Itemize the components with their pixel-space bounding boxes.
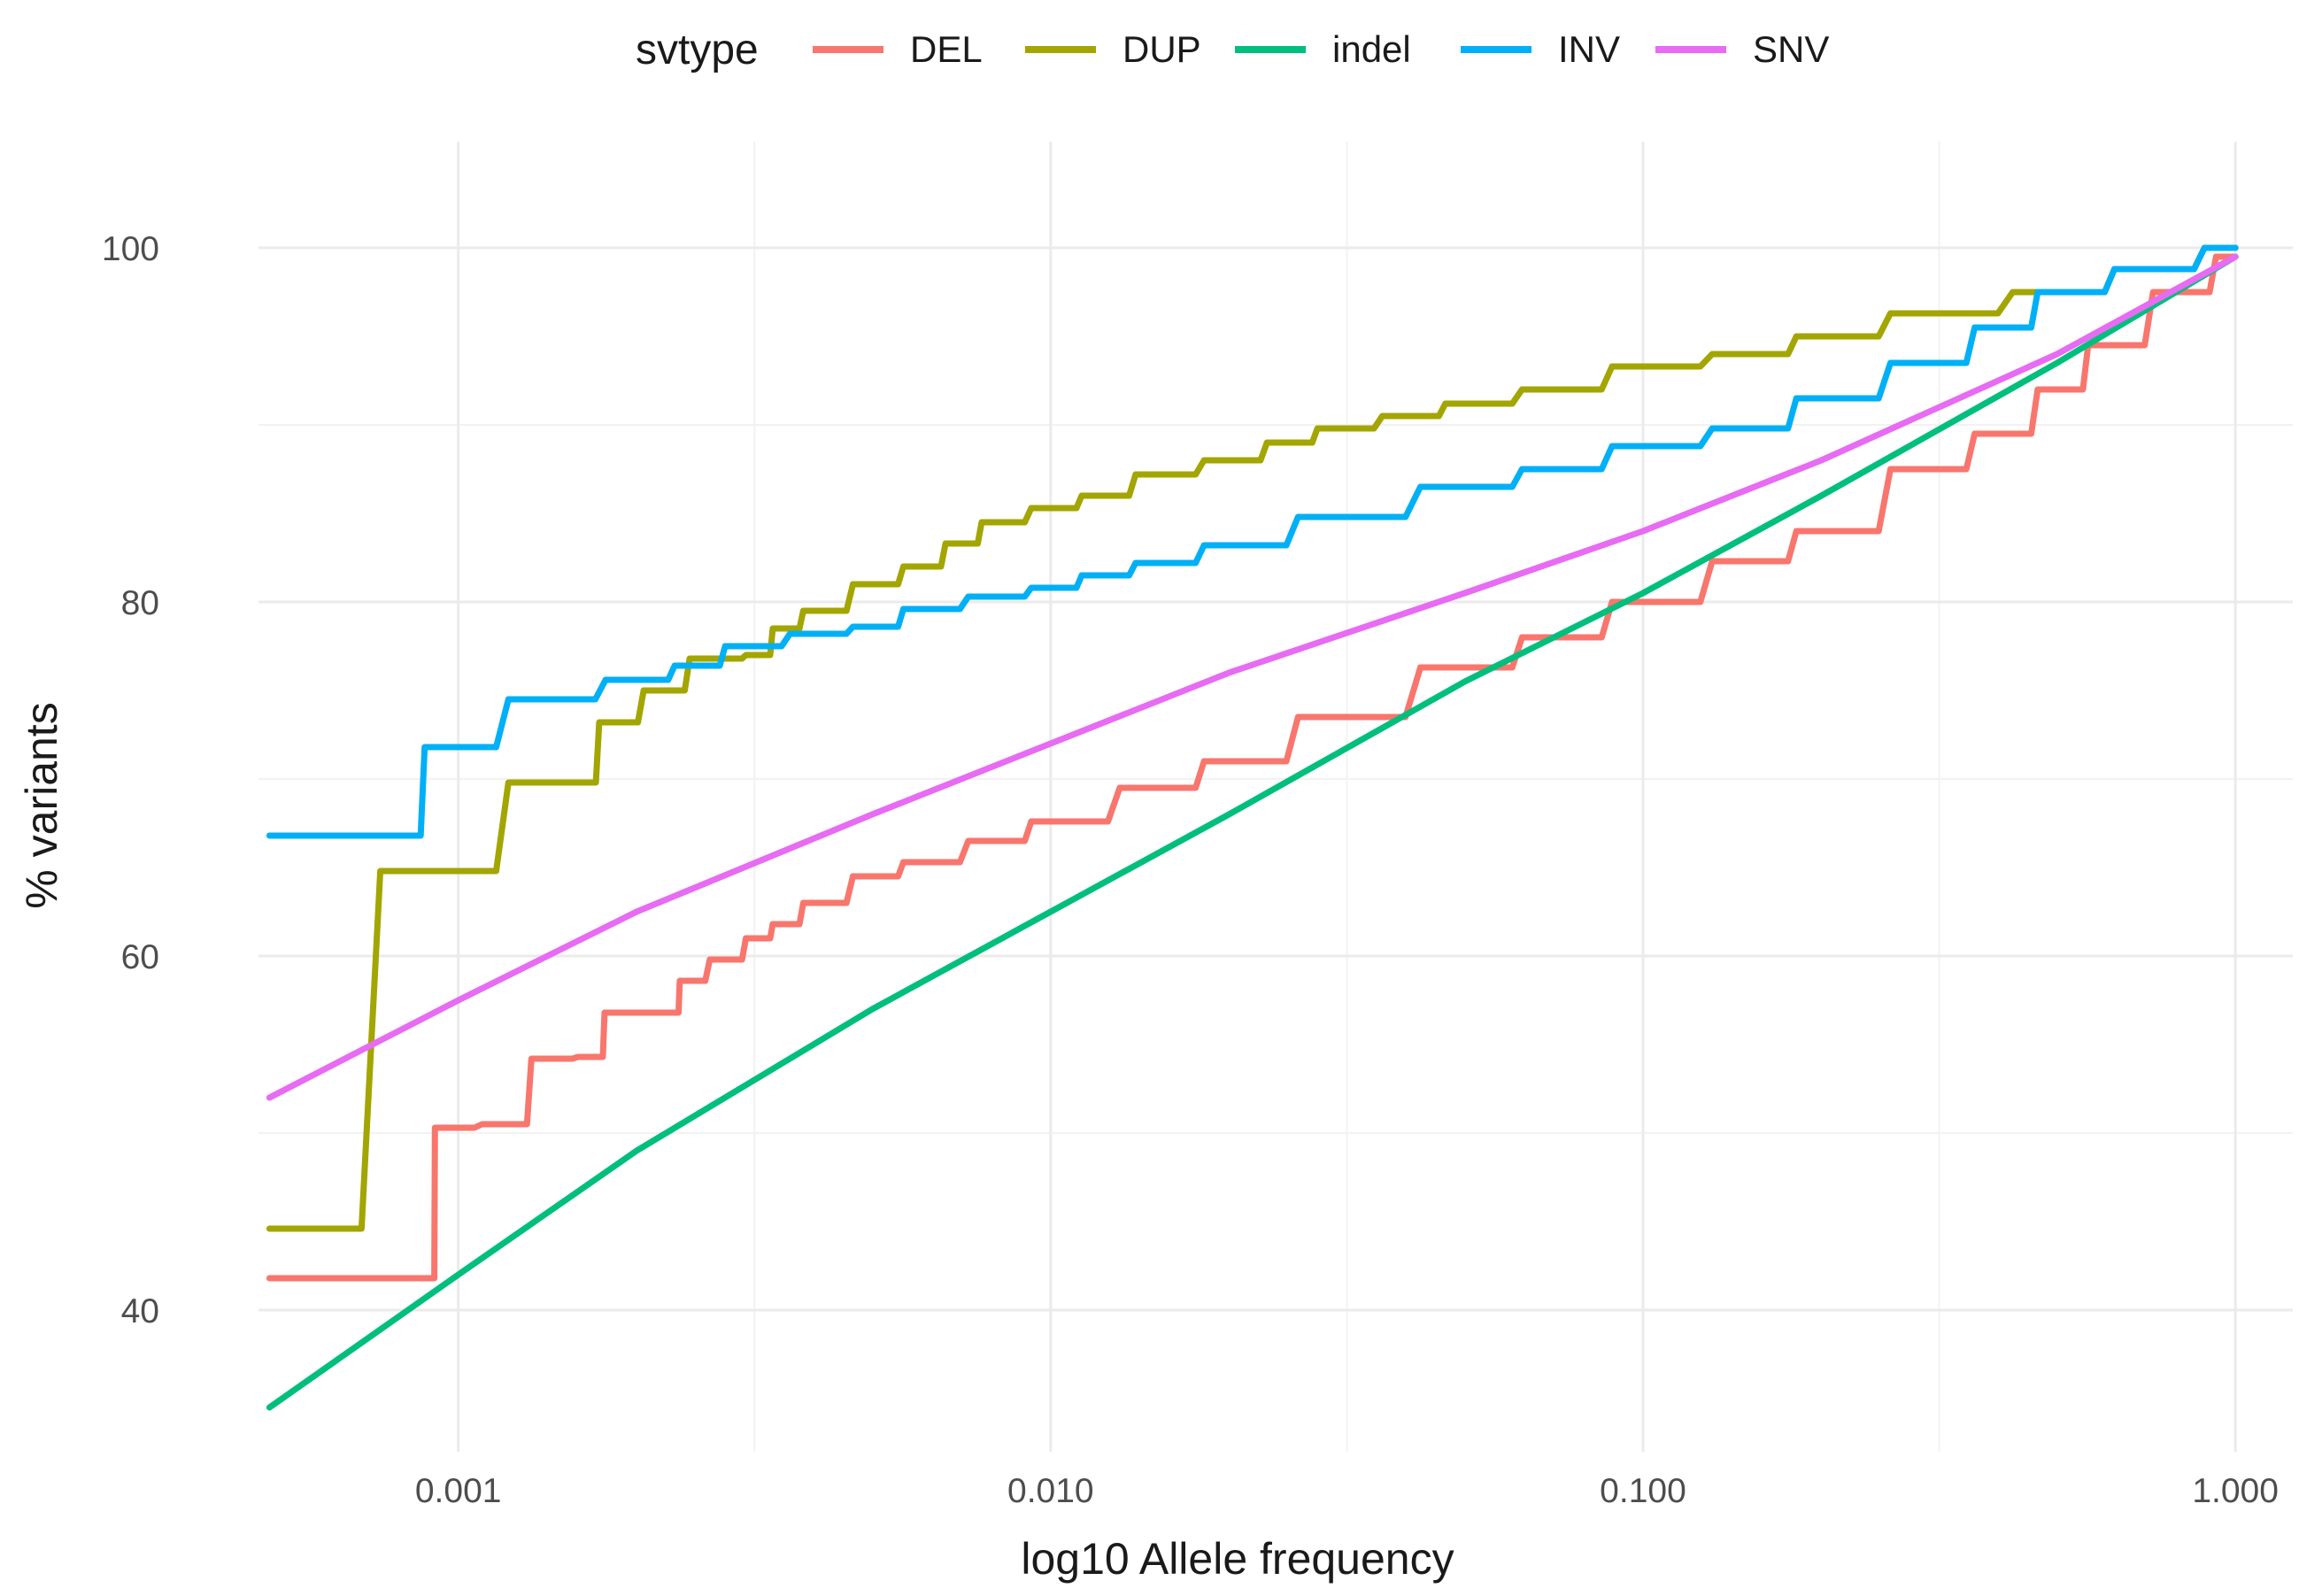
x-axis-title: log10 Allele frequency [1021,1534,1454,1584]
x-tick-label: 0.010 [1007,1472,1094,1510]
y-axis-title: % variants [17,702,66,908]
legend-label-snv: SNV [1753,28,1829,70]
x-tick-label: 0.100 [1600,1472,1686,1510]
legend-label-del: DEL [910,28,983,70]
y-tick-label: 40 [121,1292,159,1330]
legend: svtype DEL DUP indel INV SNV [636,27,1829,73]
series-line-del [266,253,2239,1282]
x-tick-labels: 0.001 0.010 0.100 1.000 [415,1472,2279,1510]
legend-title: svtype [636,27,759,73]
legend-label-indel: indel [1332,28,1411,70]
y-tick-labels: 40 60 80 100 [102,230,159,1330]
y-tick-label: 60 [121,938,159,976]
series-line-indel [266,253,2239,1411]
series-line-dup [266,244,2239,1232]
x-tick-label: 0.001 [415,1472,502,1510]
y-tick-label: 80 [121,584,159,622]
series-line-snv [266,253,2239,1101]
legend-label-inv: INV [1558,28,1620,70]
x-tick-label: 1.000 [2192,1472,2279,1510]
y-tick-label: 100 [102,230,159,268]
series-line-inv [266,244,2239,839]
series-layer [266,244,2239,1411]
legend-label-dup: DUP [1122,28,1201,70]
